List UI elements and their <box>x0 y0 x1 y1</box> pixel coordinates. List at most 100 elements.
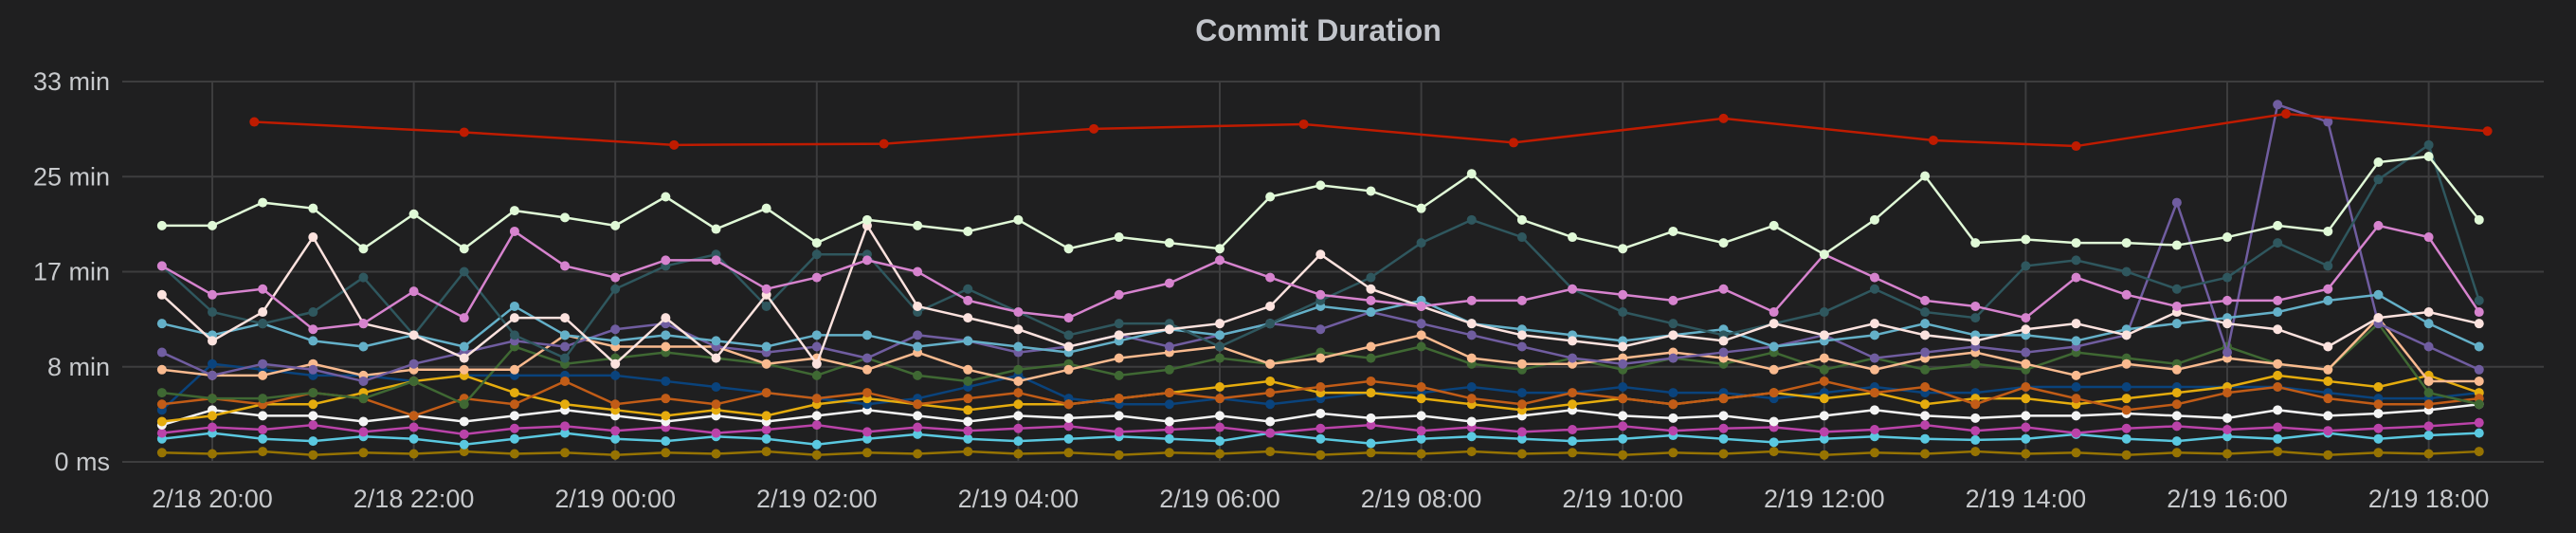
data-point <box>862 214 872 225</box>
data-point <box>2474 214 2484 225</box>
data-point <box>610 370 621 380</box>
data-point <box>1164 424 1174 434</box>
data-point <box>2121 433 2132 444</box>
data-point <box>1970 313 1981 323</box>
data-point <box>1215 411 1225 421</box>
data-point <box>1970 238 1981 248</box>
data-point <box>1920 433 1931 444</box>
data-point <box>1416 301 1426 311</box>
data-point <box>156 261 167 271</box>
data-point <box>913 370 923 380</box>
data-point <box>1970 434 1981 445</box>
data-point <box>358 319 369 329</box>
data-point <box>1970 336 1981 346</box>
data-point <box>2323 117 2333 127</box>
data-point <box>1366 186 1376 196</box>
data-point <box>1516 295 1527 305</box>
data-point <box>1164 416 1174 427</box>
data-point <box>1366 420 1376 431</box>
data-point <box>2273 324 2283 335</box>
data-point <box>661 330 671 340</box>
data-point <box>1013 364 1024 375</box>
data-point <box>408 449 419 459</box>
data-point <box>509 423 519 433</box>
data-point <box>560 428 571 438</box>
data-point <box>761 388 771 398</box>
data-point <box>1869 432 1879 442</box>
data-point <box>1013 341 1024 352</box>
data-point <box>208 394 217 404</box>
data-point <box>1416 319 1426 329</box>
data-point <box>862 427 872 437</box>
data-point <box>1215 422 1225 432</box>
data-point <box>1516 399 1527 410</box>
data-point <box>963 336 973 346</box>
x-tick-label: 2/19 18:00 <box>2368 485 2490 513</box>
data-point <box>308 307 318 318</box>
data-point <box>1920 399 1931 410</box>
data-point <box>2071 319 2081 329</box>
data-point <box>2423 399 2434 410</box>
data-point <box>560 448 571 458</box>
data-point <box>358 272 369 283</box>
data-point <box>1366 272 1376 283</box>
y-tick-label: 0 ms <box>54 448 110 476</box>
data-point <box>2121 238 2132 248</box>
data-point <box>2021 324 2031 335</box>
data-point <box>2474 307 2484 318</box>
x-tick-label: 2/18 22:00 <box>354 485 475 513</box>
data-point <box>459 244 469 254</box>
data-point <box>1618 382 1628 393</box>
data-point <box>560 261 571 271</box>
data-point <box>2323 341 2333 352</box>
data-point <box>2171 319 2182 329</box>
data-point <box>862 353 872 363</box>
data-point <box>156 428 167 438</box>
data-point <box>1063 330 1074 340</box>
data-point <box>2071 382 2081 393</box>
data-point <box>2222 319 2232 329</box>
data-point <box>1970 358 1981 369</box>
data-point <box>2273 422 2283 432</box>
data-point <box>308 336 318 346</box>
data-point <box>1668 448 1678 458</box>
series <box>156 376 2484 421</box>
data-point <box>2021 394 2031 404</box>
series <box>156 139 2484 363</box>
data-point <box>2121 289 2132 300</box>
data-point <box>1718 411 1729 421</box>
data-point <box>1920 347 1931 358</box>
data-point <box>1265 447 1276 457</box>
data-point <box>761 284 771 294</box>
data-point <box>2482 126 2493 137</box>
data-point <box>408 330 419 340</box>
series-line <box>254 112 2488 148</box>
data-point <box>1416 203 1426 213</box>
data-point <box>913 301 923 311</box>
data-point <box>560 341 571 352</box>
data-point <box>2222 272 2232 283</box>
data-point <box>1970 301 1981 311</box>
data-point <box>913 422 923 432</box>
data-point <box>1819 307 1829 318</box>
data-point <box>1568 436 1578 447</box>
data-point <box>1568 424 1578 434</box>
data-point <box>610 284 621 294</box>
data-point <box>1668 388 1678 398</box>
data-point <box>1265 319 1276 329</box>
data-point <box>1718 347 1729 358</box>
data-point <box>1618 358 1628 369</box>
data-point <box>1869 388 1879 398</box>
data-point <box>2373 289 2384 300</box>
data-point <box>1416 433 1426 444</box>
data-point <box>1618 341 1628 352</box>
data-point <box>2273 307 2283 318</box>
data-point <box>1466 169 1477 179</box>
data-point <box>1718 394 1729 404</box>
data-point <box>1516 330 1527 340</box>
data-point <box>459 429 469 439</box>
data-point <box>1164 238 1174 248</box>
y-axis: 0 ms 8 min 17 min 25 min 33 min <box>33 67 110 476</box>
data-point <box>308 324 318 335</box>
data-point <box>208 422 217 432</box>
